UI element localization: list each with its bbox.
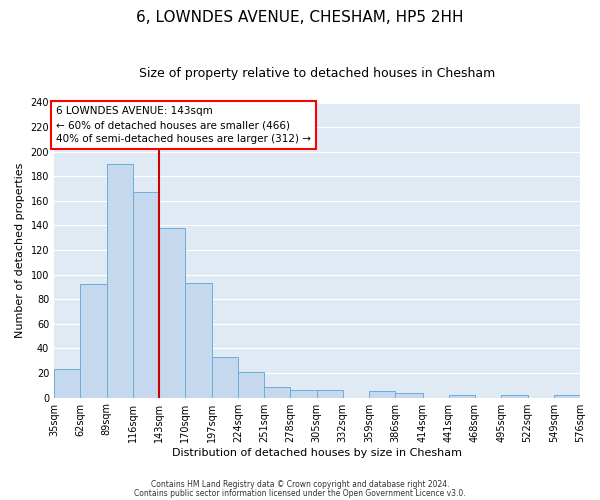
Bar: [395, 392, 422, 398]
Y-axis label: Number of detached properties: Number of detached properties: [15, 162, 25, 338]
Bar: [449, 395, 475, 398]
Bar: [133, 192, 159, 398]
Bar: [369, 392, 395, 398]
Title: Size of property relative to detached houses in Chesham: Size of property relative to detached ho…: [139, 68, 495, 80]
Text: Contains public sector information licensed under the Open Government Licence v3: Contains public sector information licen…: [134, 488, 466, 498]
Bar: [185, 283, 212, 398]
Bar: [238, 372, 264, 398]
Text: Contains HM Land Registry data © Crown copyright and database right 2024.: Contains HM Land Registry data © Crown c…: [151, 480, 449, 489]
Text: 6, LOWNDES AVENUE, CHESHAM, HP5 2HH: 6, LOWNDES AVENUE, CHESHAM, HP5 2HH: [136, 10, 464, 25]
Bar: [317, 390, 343, 398]
Bar: [501, 395, 527, 398]
Bar: [554, 395, 580, 398]
Bar: [107, 164, 133, 398]
Bar: [159, 228, 185, 398]
X-axis label: Distribution of detached houses by size in Chesham: Distribution of detached houses by size …: [172, 448, 462, 458]
Bar: [264, 386, 290, 398]
Bar: [290, 390, 317, 398]
Bar: [54, 370, 80, 398]
Bar: [80, 284, 107, 398]
Text: 6 LOWNDES AVENUE: 143sqm
← 60% of detached houses are smaller (466)
40% of semi-: 6 LOWNDES AVENUE: 143sqm ← 60% of detach…: [56, 106, 311, 144]
Bar: [212, 357, 238, 398]
